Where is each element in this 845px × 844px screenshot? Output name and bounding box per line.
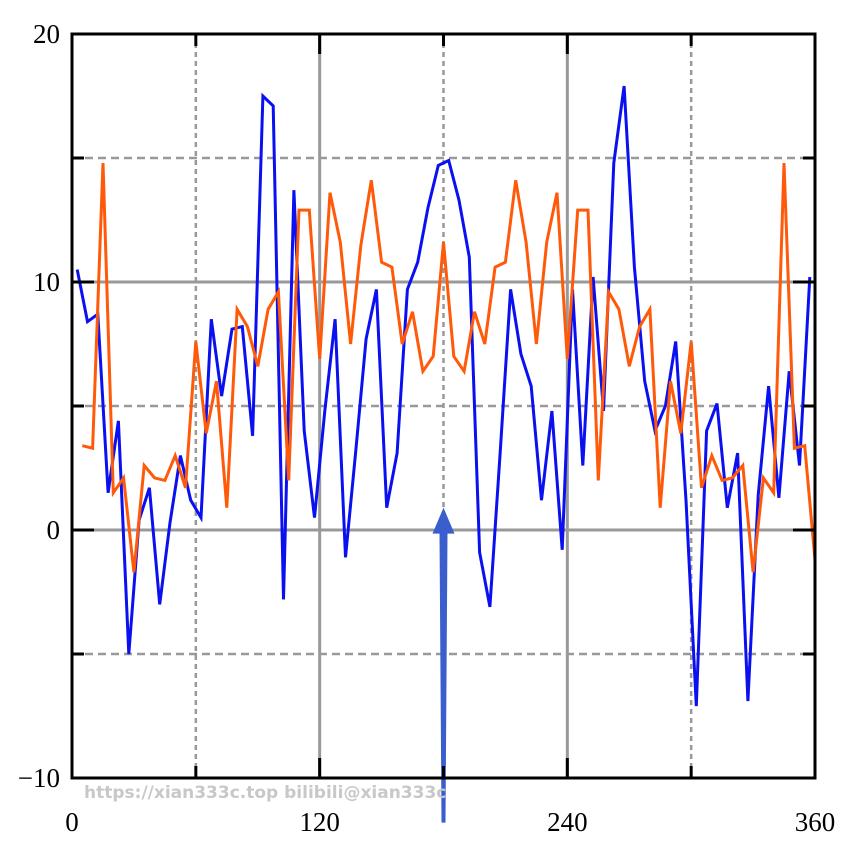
y-tick-label: 10 [33, 267, 60, 297]
x-tick-label: 360 [795, 807, 836, 837]
x-tick-label: 240 [547, 807, 588, 837]
annotation-arrow [432, 507, 455, 823]
series-line-blue [75, 85, 812, 707]
watermark: https://xian333c.top bilibili@xian333c [84, 783, 446, 803]
series-lines [75, 85, 817, 707]
y-tick-label: 0 [47, 515, 61, 545]
y-tick-label: −10 [18, 763, 60, 793]
series-line-orange [81, 162, 817, 573]
x-tick-label: 0 [65, 807, 79, 837]
tick-marks [70, 32, 817, 780]
y-tick-label: 20 [33, 19, 60, 49]
x-tick-label: 120 [299, 807, 340, 837]
annotations [432, 507, 455, 823]
